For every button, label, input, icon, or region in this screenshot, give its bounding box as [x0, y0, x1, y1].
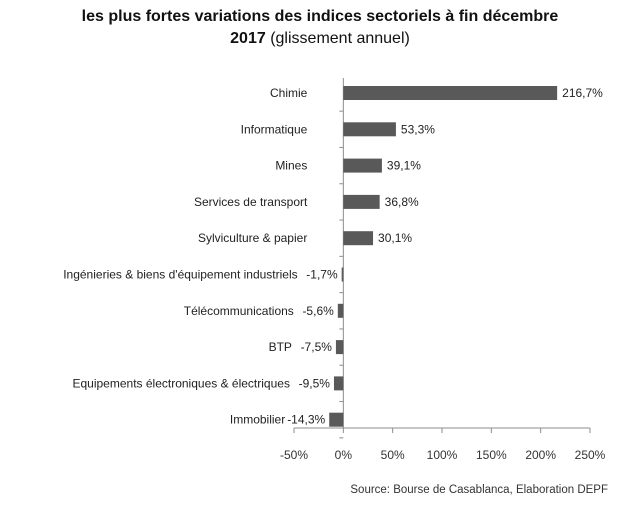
chart-title: les plus fortes variations des indices s… [0, 6, 640, 50]
data-label: -5,6% [302, 304, 334, 318]
bar [343, 194, 380, 209]
x-tick-label: 150% [476, 448, 507, 462]
category-label: Services de transport [194, 195, 308, 209]
bar [343, 86, 558, 100]
title-year: 2017 [230, 30, 266, 47]
bar [333, 376, 344, 391]
category-label: Ingénieries & biens d'équipement industr… [63, 268, 297, 282]
category-label: Chimie [270, 86, 308, 100]
x-tick-label: 250% [575, 448, 606, 462]
bar [343, 122, 396, 137]
category-label: BTP [269, 340, 292, 354]
data-label: 53,3% [401, 122, 435, 136]
data-label: -9,5% [299, 376, 331, 390]
x-tick-label: 50% [381, 448, 405, 462]
bar-chart: -50% 0% 50% 100% 150% 200% 250% 216,7% Chimie 53,… [63, 78, 606, 462]
data-label: 39,1% [387, 159, 421, 173]
data-label: -1,7% [306, 268, 338, 282]
data-label: 30,1% [378, 231, 412, 245]
category-label: Sylviculture & papier [198, 231, 307, 245]
x-tick-label: 200% [525, 448, 556, 462]
bar [343, 231, 374, 246]
bar [343, 158, 382, 173]
title-subtitle: (glissement annuel) [270, 30, 410, 47]
category-label: Immobilier [230, 413, 285, 427]
data-label: -7,5% [301, 340, 333, 354]
title-line-2: 2017 (glissement annuel) [0, 28, 640, 50]
data-label: 36,8% [385, 195, 419, 209]
bar [341, 267, 344, 282]
x-tick-label: 100% [427, 448, 458, 462]
category-label: Télécommunications [184, 304, 294, 318]
category-label: Informatique [241, 122, 308, 136]
source-note: Source: Bourse de Casablanca, Elaboratio… [350, 484, 608, 496]
category-label: Mines [275, 159, 307, 173]
category-label: Equipements électroniques & électriques [72, 376, 289, 390]
title-line-1: les plus fortes variations des indices s… [81, 8, 559, 25]
data-label: -14,3% [287, 413, 325, 427]
bar [335, 340, 344, 355]
x-tick-label: 0% [335, 448, 353, 462]
data-label: 216,7% [562, 86, 603, 100]
bar [329, 412, 344, 427]
bar [337, 303, 344, 318]
x-tick-label: -50% [280, 448, 308, 462]
